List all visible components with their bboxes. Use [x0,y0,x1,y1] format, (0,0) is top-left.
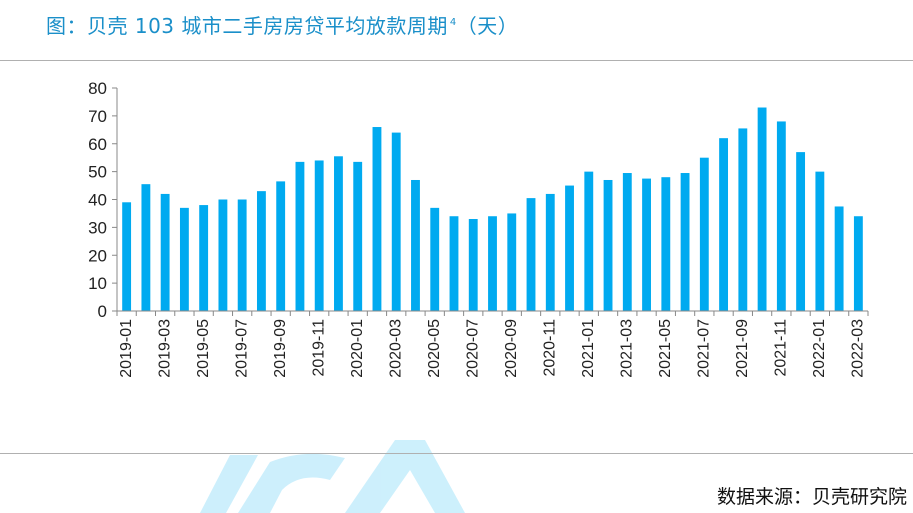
title-footnote: 4 [449,17,457,29]
bar-2022-02 [834,206,844,311]
chart-title-text: 图：贝壳 103 城市二手房房贷平均放款周期 [46,14,448,38]
bar-2021-03 [622,173,632,311]
y-tick-label: 80 [88,79,107,98]
bar-2020-11 [545,193,555,311]
x-tick-label: 2021-01 [580,319,597,378]
x-tick-label: 2020-03 [387,319,404,378]
data-source: 数据来源：贝壳研究院 [716,486,907,508]
bar-2019-05 [199,205,209,311]
bar-2019-06 [218,199,228,311]
bar-2021-09 [738,128,748,311]
x-tick-label: 2019-07 [233,319,250,378]
y-tick-label: 70 [88,107,107,126]
bar-2019-12 [334,156,343,311]
bar-2019-02 [141,184,151,311]
bar-2020-10 [526,198,536,311]
bar-2021-05 [661,177,671,311]
bottom-divider [0,453,913,454]
bar-2020-07 [468,219,478,311]
bar-2021-08 [719,138,729,311]
bar-2020-04 [411,179,420,311]
chart-title: 图：贝壳 103 城市二手房房贷平均放款周期 4（天） [46,10,518,39]
bar-2020-01 [353,161,363,311]
bar-2021-10 [757,107,767,311]
bar-2020-09 [507,213,517,311]
y-tick-label: 50 [88,163,107,182]
x-tick-label: 2020-09 [503,319,520,378]
x-tick-label: 2021-11 [773,319,790,377]
bar-2020-06 [449,216,459,311]
x-tick-label: 2021-05 [657,319,674,378]
y-tick-label: 20 [88,246,107,265]
x-tick-label: 2022-03 [850,319,867,378]
x-tick-label: 2020-07 [464,319,481,378]
x-tick-label: 2021-03 [619,319,636,378]
bar-2022-01 [815,171,825,312]
y-tick-label: 0 [98,302,107,321]
watermark-shape [200,440,465,513]
bar-2019-07 [237,199,247,311]
bar-2021-04 [642,178,651,311]
x-tick-label: 2020-05 [426,319,443,378]
bar-2021-11 [776,121,786,311]
bar-2020-12 [565,185,574,311]
bar-series [122,107,863,312]
x-axis: 2019-01 2019-03 2019-05 2019-07 2019-09 2019-… [116,310,869,378]
y-tick-label: 60 [88,135,107,154]
bar-2019-04 [179,207,189,311]
bar-2021-01 [584,171,594,312]
x-tick-label: 2019-05 [195,319,212,378]
bar-2022-03 [853,216,863,311]
bar-2021-06 [680,173,690,311]
x-tick-label: 2020-01 [349,319,366,378]
y-tick-label: 40 [88,191,107,210]
bar-2019-11 [314,160,324,311]
bar-2020-03 [391,132,401,311]
bar-2020-08 [488,216,497,311]
bar-2020-05 [430,207,440,311]
x-tick-label: 2021-07 [696,319,713,378]
bar-2021-12 [796,152,806,311]
x-tick-label: 2019-03 [156,319,173,378]
y-tick-label: 10 [88,274,107,293]
x-tick-label: 2019-11 [310,319,327,377]
title-unit: （天） [456,14,519,38]
top-divider [0,60,913,61]
bar-2020-02 [372,127,382,311]
x-tick-label: 2019-01 [118,319,135,378]
x-tick-label: 2022-01 [811,319,828,378]
bar-2019-09 [276,181,286,311]
y-tick-label: 30 [88,218,107,237]
bar-2019-03 [160,193,170,311]
bar-2019-01 [122,202,132,311]
bar-2019-10 [295,161,305,311]
y-axis: 0 10 20 30 40 50 60 70 80 [88,79,118,321]
x-tick-label: 2019-09 [272,319,289,378]
bar-2021-07 [699,157,709,311]
x-tick-label: 2020-11 [541,319,558,377]
bar-2021-02 [603,179,613,311]
x-tick-label: 2021-09 [734,319,751,378]
bar-2019-08 [256,191,266,311]
